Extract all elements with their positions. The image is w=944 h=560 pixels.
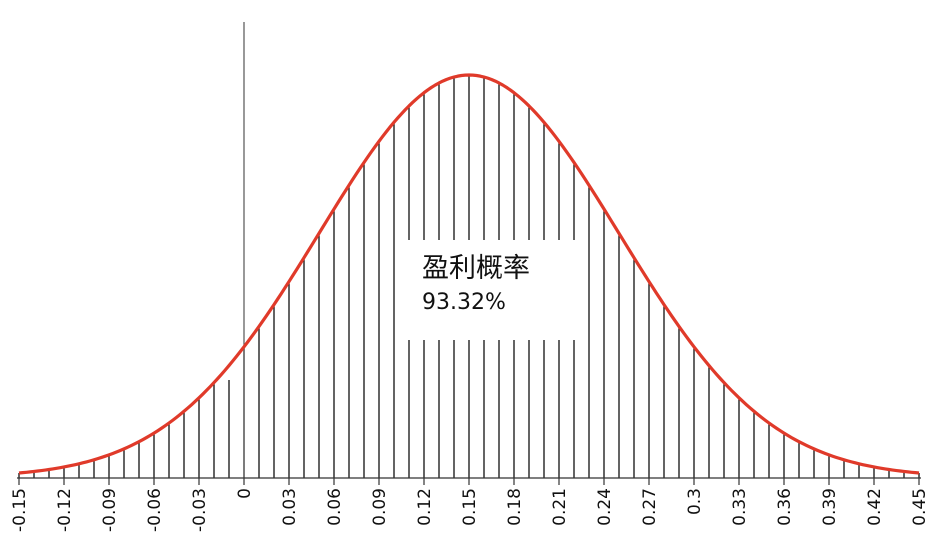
x-tick-label: 0.24 (595, 488, 615, 526)
x-tick-label: -0.09 (100, 488, 120, 532)
x-tick-label: 0.21 (550, 488, 570, 526)
x-tick-label: 0.39 (820, 488, 840, 526)
x-tick-label: 0.3 (685, 488, 705, 515)
profit-probability-annotation: 盈利概率 93.32% (408, 240, 576, 340)
x-tick-label: -0.12 (55, 488, 75, 532)
x-tick-label: 0.27 (640, 488, 660, 526)
x-tick-label: -0.15 (10, 488, 30, 532)
x-tick-label: 0.03 (280, 488, 300, 526)
x-tick-label: 0.42 (865, 488, 885, 526)
x-tick-label: 0.12 (415, 488, 435, 526)
normal-curve (18, 73, 920, 475)
x-tick-label: 0 (235, 488, 255, 499)
x-tick-label: 0.09 (370, 488, 390, 526)
x-tick-label: 0.36 (775, 488, 795, 526)
x-tick-label: 0.45 (910, 488, 930, 526)
annotation-title: 盈利概率 (422, 253, 530, 284)
x-tick-label: 0.18 (505, 488, 525, 526)
x-tick-label: 0.33 (730, 488, 750, 526)
hatch-lines (18, 75, 920, 478)
x-tick-label: 0.15 (460, 488, 480, 526)
x-axis-ticks: -0.15 -0.12 -0.09 -0.06 -0.03 0 0.03 0.06 0.09 0.… (10, 478, 930, 532)
annotation-value: 93.32% (422, 290, 506, 315)
x-tick-label: 0.06 (325, 488, 345, 526)
x-tick-label: -0.06 (145, 488, 165, 532)
x-tick-label: -0.03 (190, 488, 210, 532)
